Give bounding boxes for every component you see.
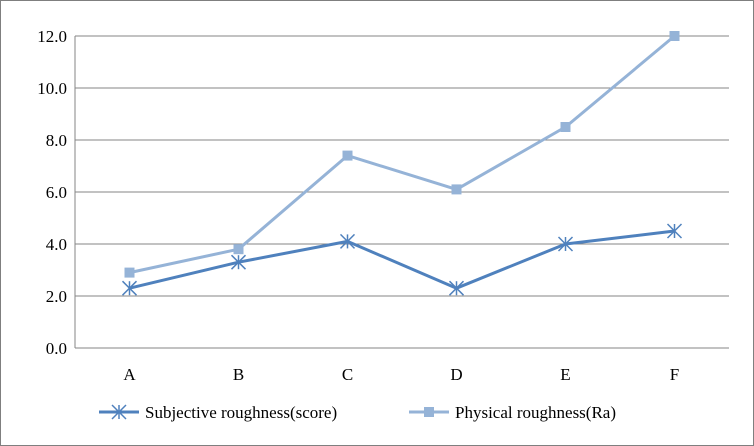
y-tick-label: 10.0 (37, 79, 67, 98)
y-tick-label: 8.0 (46, 131, 67, 150)
series-line (129, 229, 675, 290)
x-tick-label: D (450, 365, 462, 384)
data-point (451, 184, 462, 195)
gridlines (75, 35, 729, 297)
data-point (557, 236, 574, 252)
y-tick-label: 6.0 (46, 183, 67, 202)
legend: Subjective roughness(score) Physical roug… (99, 403, 616, 422)
data-point (669, 31, 680, 41)
legend-label: Physical roughness(Ra) (455, 403, 616, 422)
y-axis-tick-labels: 0.0 2.0 4.0 6.0 8.0 10.0 12.0 (37, 27, 67, 358)
x-axis-tick-labels: A B C D E F (123, 365, 679, 384)
legend-marker (111, 404, 127, 420)
series-1 (121, 223, 683, 296)
x-tick-label: E (560, 365, 570, 384)
y-tick-label: 2.0 (46, 287, 67, 306)
y-tick-label: 12.0 (37, 27, 67, 46)
data-point (342, 150, 353, 161)
data-point (233, 244, 244, 255)
data-point (339, 233, 356, 249)
series (121, 31, 683, 296)
x-tick-label: F (670, 365, 679, 384)
legend-marker (424, 407, 434, 417)
data-point (230, 254, 247, 270)
legend-label: Subjective roughness(score) (145, 403, 337, 422)
data-point (121, 280, 138, 296)
x-tick-label: C (342, 365, 353, 384)
y-tick-label: 4.0 (46, 235, 67, 254)
legend-item-1: Subjective roughness(score) (99, 403, 337, 422)
data-point (666, 223, 683, 239)
x-tick-label: A (123, 365, 136, 384)
y-tick-label: 0.0 (46, 339, 67, 358)
data-point (448, 280, 465, 296)
axes (74, 36, 729, 349)
legend-item-2: Physical roughness(Ra) (409, 403, 616, 422)
series-line (129, 34, 676, 275)
data-point (560, 122, 571, 132)
x-tick-label: B (233, 365, 244, 384)
data-point (124, 267, 135, 278)
series-2 (124, 31, 680, 278)
